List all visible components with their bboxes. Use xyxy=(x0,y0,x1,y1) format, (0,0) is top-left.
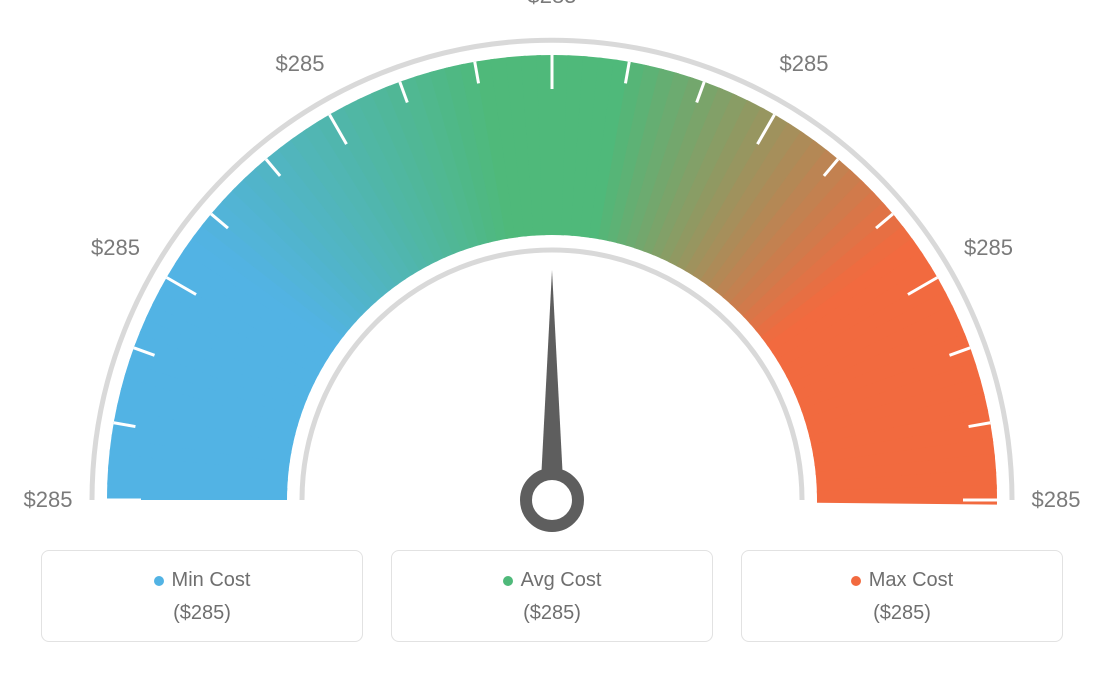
gauge-tick-label: $285 xyxy=(780,51,829,77)
legend-row: Min Cost ($285) Avg Cost ($285) Max Cost… xyxy=(0,550,1104,642)
gauge-svg xyxy=(0,0,1104,540)
legend-dot-max xyxy=(851,576,861,586)
legend-card-min: Min Cost ($285) xyxy=(41,550,363,642)
gauge-tick-label: $285 xyxy=(528,0,577,9)
legend-card-avg: Avg Cost ($285) xyxy=(391,550,713,642)
legend-label-max: Max Cost xyxy=(869,569,953,592)
gauge-tick-label: $285 xyxy=(964,235,1013,261)
gauge-tick-label: $285 xyxy=(91,235,140,261)
gauge-tick-label: $285 xyxy=(1032,487,1081,513)
gauge-tick-label: $285 xyxy=(24,487,73,513)
legend-title-min: Min Cost xyxy=(154,569,251,592)
legend-card-max: Max Cost ($285) xyxy=(741,550,1063,642)
legend-label-min: Min Cost xyxy=(172,569,251,592)
legend-title-max: Max Cost xyxy=(851,569,953,592)
legend-dot-min xyxy=(154,576,164,586)
legend-value-max: ($285) xyxy=(752,602,1052,625)
gauge-chart: $285 $285 $285 $285 $285 $285 $285 xyxy=(0,0,1104,540)
legend-value-min: ($285) xyxy=(52,602,352,625)
legend-title-avg: Avg Cost xyxy=(503,569,602,592)
legend-label-avg: Avg Cost xyxy=(521,569,602,592)
gauge-tick-label: $285 xyxy=(276,51,325,77)
legend-dot-avg xyxy=(503,576,513,586)
legend-value-avg: ($285) xyxy=(402,602,702,625)
